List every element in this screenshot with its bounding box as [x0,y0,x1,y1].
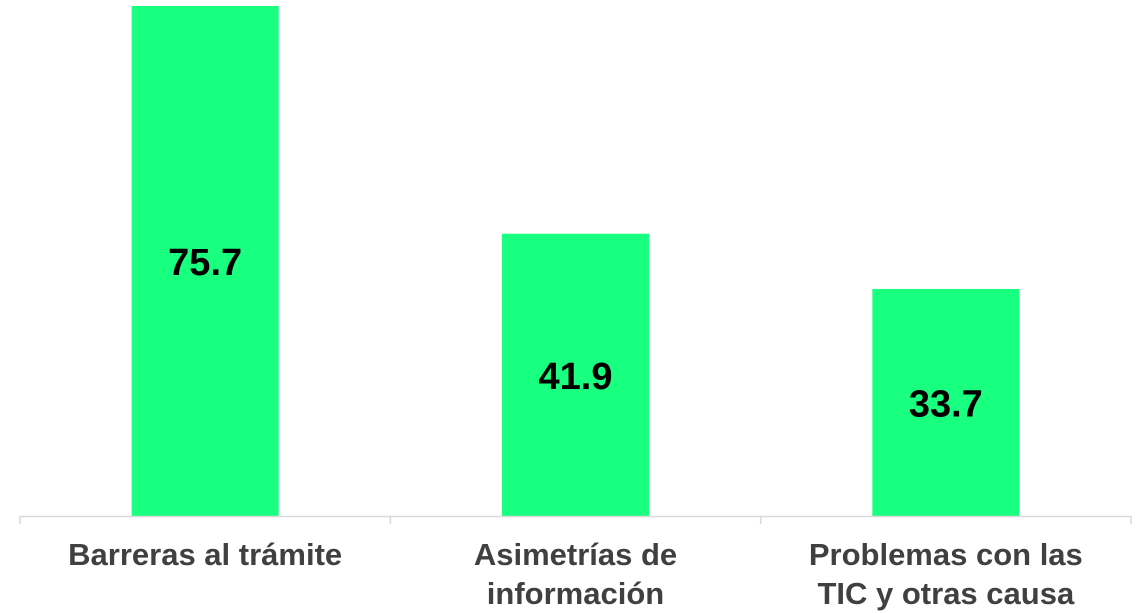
data-label-group: 75.7 41.9 33.7 [168,242,983,425]
bar [131,6,279,516]
category-label: Asimetrías de información [474,537,677,611]
data-label: 33.7 [909,383,983,425]
bar-group [131,6,1020,516]
data-label: 41.9 [539,356,613,398]
x-axis [19,515,1132,524]
category-label: Problemas con las TIC y otras causa [809,537,1083,611]
category-label-group: Barreras al trámite Asimetrías de informac… [68,537,1083,611]
data-label: 75.7 [168,242,242,284]
bar [502,233,649,516]
bar [872,288,1020,516]
category-label: Barreras al trámite [68,537,342,572]
